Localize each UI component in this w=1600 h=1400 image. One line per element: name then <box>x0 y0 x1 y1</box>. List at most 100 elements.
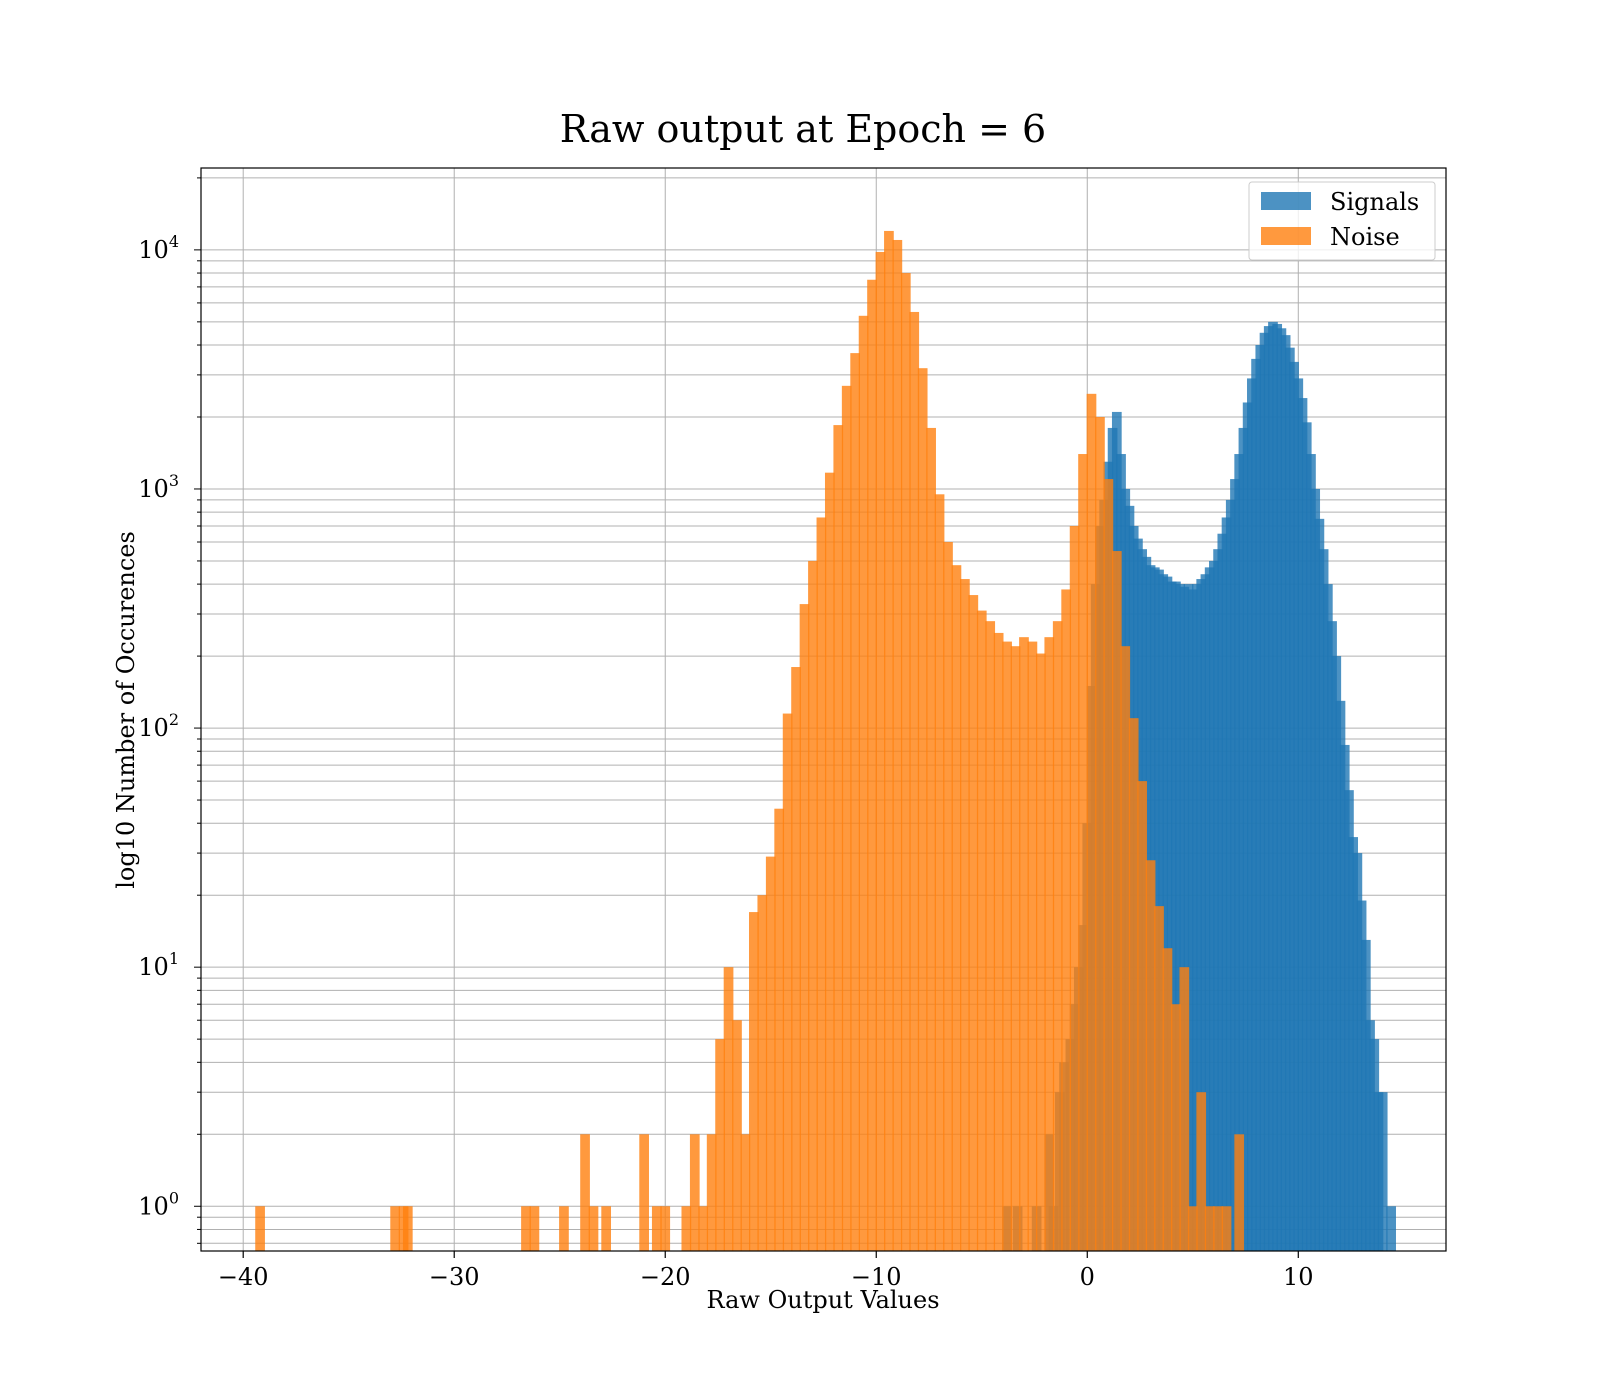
histogram-bar <box>765 856 776 1251</box>
histogram-bar <box>774 808 785 1251</box>
histogram-bar <box>1027 641 1038 1251</box>
histogram-bar <box>402 1206 413 1251</box>
histogram-bars <box>255 230 1396 1251</box>
histogram-bar <box>529 1206 540 1251</box>
histogram-bar <box>723 967 734 1251</box>
histogram-bar <box>943 542 953 1251</box>
histogram-bar <box>689 1134 700 1251</box>
histogram-bar <box>824 472 835 1251</box>
histogram-bar <box>1386 1206 1396 1251</box>
histogram-bar <box>934 494 945 1251</box>
y-axis-ticks: 100 101 102 103 104 <box>138 177 201 1244</box>
histogram-bar <box>782 713 793 1251</box>
histogram-bar <box>559 1206 569 1251</box>
histogram-bar <box>993 632 1004 1251</box>
histogram-bar <box>1002 641 1012 1251</box>
histogram-bar <box>816 517 827 1251</box>
histogram-bar <box>749 912 759 1251</box>
histogram-bar <box>909 311 920 1251</box>
histogram-bar <box>900 273 911 1251</box>
histogram-bar <box>875 251 886 1251</box>
histogram-bar <box>985 621 996 1251</box>
histogram-bar <box>1061 589 1072 1251</box>
histogram-bar <box>1213 1206 1223 1251</box>
histogram-bar <box>1044 637 1055 1251</box>
histogram-bar <box>715 1039 725 1251</box>
histogram-bar <box>732 1020 742 1251</box>
histogram-bar <box>951 565 962 1251</box>
x-axis-label: Raw Output Values <box>706 1286 939 1314</box>
histogram-bar <box>858 315 869 1251</box>
histogram-bar <box>521 1206 531 1251</box>
histogram-bar <box>892 239 903 1251</box>
histogram-bar <box>1086 393 1097 1251</box>
x-tick-label: −40 <box>218 1263 269 1291</box>
y-tick-label: 101 <box>138 949 179 981</box>
x-tick-label: 0 <box>1080 1263 1095 1291</box>
histogram-bar <box>1052 621 1063 1251</box>
histogram-bar <box>1095 416 1105 1251</box>
histogram-bar <box>601 1206 612 1251</box>
histogram-bar <box>1171 1004 1181 1251</box>
legend-label-noise: Noise <box>1330 223 1400 251</box>
histogram-bar <box>1187 1206 1198 1251</box>
legend: Signals Noise <box>1248 181 1436 261</box>
histogram-bar <box>791 667 801 1251</box>
histogram-bar <box>960 579 970 1251</box>
histogram-bar <box>808 560 818 1251</box>
legend-swatch-noise <box>1261 227 1311 245</box>
histogram-bar <box>698 1206 709 1251</box>
y-tick-label: 103 <box>138 471 179 503</box>
histogram-bar <box>1154 906 1164 1251</box>
histogram-bar <box>390 1206 400 1251</box>
histogram-bar <box>1019 637 1029 1251</box>
histogram-bar <box>639 1134 649 1251</box>
histogram-bar <box>884 230 894 1251</box>
y-tick-label: 104 <box>138 232 179 264</box>
x-tick-label: 10 <box>1283 1263 1314 1291</box>
histogram-bar <box>841 385 852 1251</box>
histogram-bar <box>1103 479 1114 1251</box>
x-tick-label: −20 <box>640 1263 691 1291</box>
histogram-bar <box>1111 551 1122 1251</box>
histogram-bar <box>255 1206 265 1251</box>
histogram-bar <box>1377 1092 1388 1251</box>
legend-swatch-signals <box>1261 192 1311 210</box>
histogram-bar <box>968 595 979 1251</box>
y-axis-label: log10 Number of Occurences <box>112 531 140 889</box>
histogram-bar <box>706 1134 717 1251</box>
histogram-bar <box>1145 860 1156 1251</box>
histogram-bar <box>1162 948 1173 1251</box>
legend-label-signals: Signals <box>1330 188 1419 216</box>
y-tick-label: 102 <box>138 710 179 742</box>
histogram-bar <box>1035 653 1046 1251</box>
x-tick-label: −10 <box>851 1263 902 1291</box>
histogram-bar <box>1128 718 1139 1251</box>
histogram-bar <box>1069 526 1080 1251</box>
histogram-bar <box>580 1134 590 1251</box>
histogram-bar <box>1120 646 1131 1251</box>
histogram-bar <box>757 895 768 1251</box>
histogram-bar <box>588 1206 599 1251</box>
histogram-bar <box>867 279 877 1251</box>
x-tick-label: −30 <box>429 1263 480 1291</box>
histogram-bar <box>1179 967 1190 1251</box>
series-noise <box>255 230 1245 1251</box>
histogram-bar <box>926 427 936 1251</box>
histogram-bar <box>1137 781 1147 1251</box>
histogram-bar <box>850 353 861 1251</box>
histogram-bar <box>799 604 810 1251</box>
histogram-bar <box>976 610 987 1251</box>
histogram-bar <box>1010 646 1021 1251</box>
histogram-bar <box>1221 1206 1232 1251</box>
y-tick-label: 100 <box>138 1188 179 1220</box>
x-axis-ticks: −40 −30 −20 −10 0 10 <box>218 1251 1314 1291</box>
histogram-bar <box>740 1134 751 1251</box>
histogram-bar <box>660 1206 671 1251</box>
histogram-bar <box>1234 1134 1245 1251</box>
histogram-bar <box>1204 1206 1215 1251</box>
histogram-bar <box>833 425 844 1251</box>
histogram-bar <box>1196 1092 1207 1251</box>
histogram-bar <box>917 368 928 1251</box>
